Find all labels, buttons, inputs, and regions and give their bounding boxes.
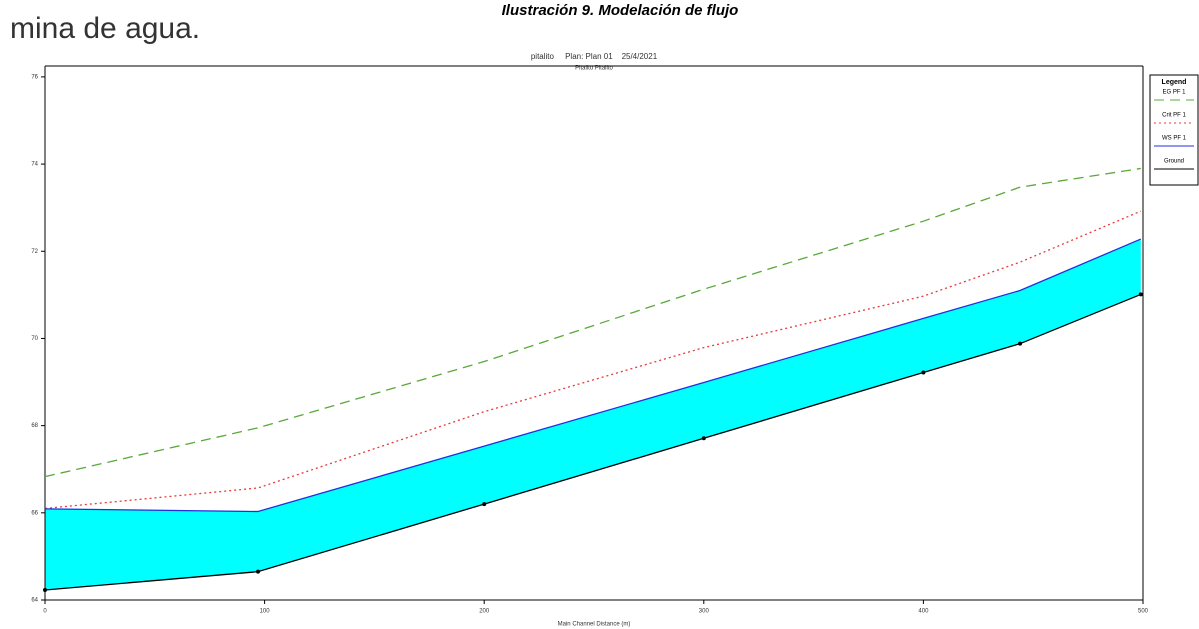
legend-label: EG PF 1 — [1162, 90, 1186, 96]
legend-label: Crit PF 1 — [1162, 113, 1186, 119]
ground-point — [1018, 341, 1023, 346]
x-tick-label: 300 — [699, 609, 710, 615]
y-tick-label: 76 — [31, 74, 38, 80]
series-line — [44, 238, 1142, 513]
ground-point — [256, 569, 261, 574]
legend-label: Ground — [1164, 159, 1184, 165]
ground-point — [921, 370, 926, 375]
series-line — [44, 210, 1142, 510]
y-tick-label: 74 — [31, 162, 38, 168]
ground-point — [701, 436, 706, 441]
y-tick-label: 64 — [31, 598, 38, 604]
x-tick-label: 200 — [479, 609, 490, 615]
x-axis-label: Main Channel Distance (m) — [558, 622, 631, 628]
cropped-text: mina de agua. — [10, 12, 200, 45]
x-tick-label: 0 — [43, 609, 47, 615]
ground-point — [482, 502, 487, 507]
caption: Ilustración 9. Modelación de flujo — [502, 2, 739, 19]
x-tick-label: 500 — [1138, 609, 1149, 615]
series-line — [44, 167, 1141, 478]
y-tick-label: 72 — [31, 249, 38, 255]
water-area — [45, 239, 1141, 590]
x-tick-label: 400 — [918, 609, 929, 615]
chart-title: pitalito Plan: Plan 01 25/4/2021 — [531, 52, 658, 61]
y-tick-label: 66 — [31, 510, 38, 516]
y-tick-label: 70 — [31, 336, 38, 342]
legend-label: WS PF 1 — [1162, 136, 1187, 142]
chart-subtitle: Pitalito Pitalito — [575, 66, 613, 72]
legend-box — [1149, 74, 1199, 186]
x-tick-label: 100 — [260, 609, 271, 615]
legend-title: Legend — [1162, 79, 1187, 86]
ground-point — [43, 587, 47, 592]
ground-point — [1138, 292, 1143, 297]
y-tick-label: 68 — [31, 423, 38, 429]
